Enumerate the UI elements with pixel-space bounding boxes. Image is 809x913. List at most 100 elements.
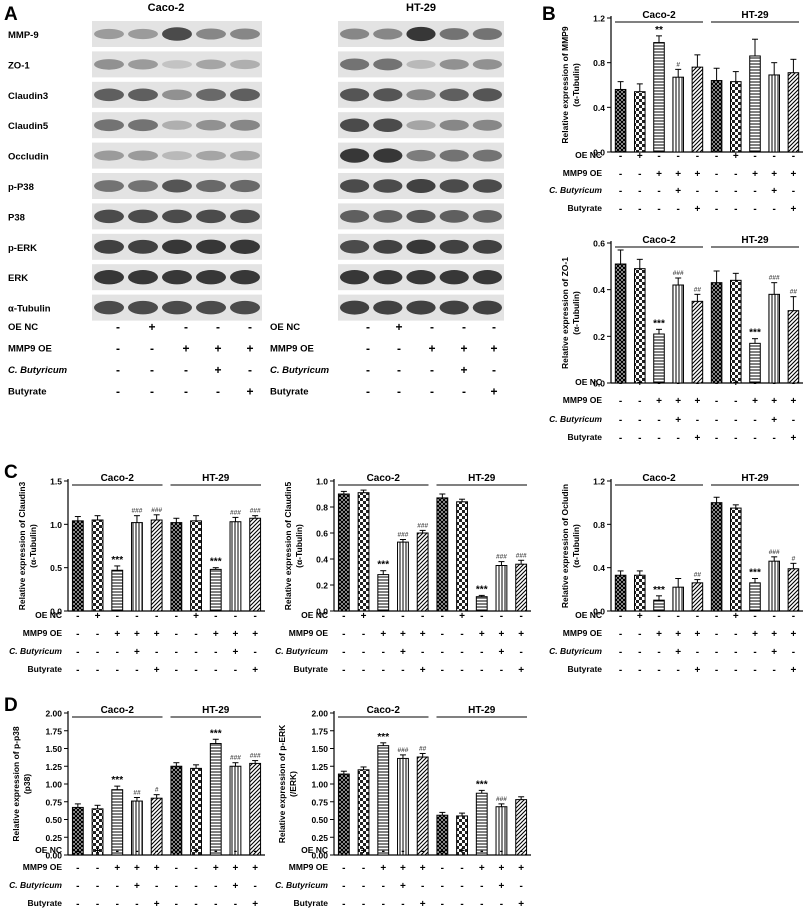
blot-band — [162, 239, 192, 254]
treatment-sign: - — [715, 629, 718, 640]
blot-band — [128, 300, 158, 315]
treatment-sign: + — [233, 863, 239, 874]
group-label: Caco-2 — [367, 473, 401, 484]
treatment-sign: + — [154, 899, 160, 910]
treatment-sign: - — [638, 433, 641, 444]
treatment-sign: - — [175, 665, 178, 676]
bar — [787, 72, 800, 153]
y-axis-label: Relative expression of p-p38 — [11, 726, 21, 842]
treatment-sign: - — [194, 647, 197, 658]
treatment-sign: + — [790, 396, 796, 407]
treatment-sign: - — [155, 647, 158, 658]
bar-chart-2: 0.0 0.2 0.4 0.6 Relative expression of ZO-1(… — [549, 235, 803, 444]
treatment-sign: - — [715, 169, 718, 180]
treatment-sign: - — [619, 378, 622, 389]
treatment-sign: - — [401, 611, 404, 622]
treatment-sign: + — [771, 647, 777, 658]
treatment-sign: - — [150, 342, 154, 356]
bar — [229, 765, 242, 856]
treatment-sign: + — [490, 342, 497, 356]
treatment-label: MMP9 OE — [23, 862, 63, 872]
blot-band — [472, 239, 503, 254]
blot-band — [472, 149, 503, 162]
y-tick-label: 0.8 — [593, 58, 605, 68]
treatment-sign: + — [771, 415, 777, 426]
treatment-sign: - — [677, 204, 680, 215]
bar — [337, 773, 350, 856]
treatment-sign: - — [194, 899, 197, 910]
y-tick-label: 0.00 — [45, 851, 62, 861]
blot-title-ht29: HT-29 — [406, 2, 436, 14]
blot-band — [339, 118, 370, 132]
y-tick-label: 0.0 — [593, 607, 605, 617]
bar-chart-5: 0.0 0.4 0.8 1.2 Relative expression of Oclud… — [549, 473, 803, 676]
treatment-label: MMP9 OE — [23, 628, 63, 638]
treatment-sign: - — [214, 899, 217, 910]
treatment-sign: - — [150, 363, 154, 377]
protein-label: p-P38 — [8, 182, 34, 193]
treatment-sign: + — [518, 665, 524, 676]
treatment-sign: - — [792, 378, 795, 389]
treatment-sign: + — [154, 665, 160, 676]
treatment-sign: + — [675, 415, 681, 426]
treatment-sign: - — [116, 647, 119, 658]
significance-label: *** — [210, 728, 222, 739]
treatment-sign: - — [715, 611, 718, 622]
significance-label: ### — [398, 532, 409, 539]
treatment-sign: - — [421, 647, 424, 658]
significance-label: *** — [653, 585, 665, 596]
treatment-sign: - — [734, 186, 737, 197]
blot-band — [373, 28, 403, 40]
blot-band — [162, 151, 192, 161]
treatment-sign: - — [382, 665, 385, 676]
blot-band — [373, 239, 403, 254]
y-axis-label: Relative expression of Claudin5 — [283, 481, 293, 610]
y-axis-label: Relative expression of p-ERK — [277, 724, 287, 843]
significance-label: ** — [655, 25, 663, 36]
bar — [209, 568, 222, 612]
treatment-sign: - — [135, 611, 138, 622]
treatment-sign: - — [480, 665, 483, 676]
treatment-sign: - — [638, 647, 641, 658]
y-tick-label: 1.0 — [50, 520, 62, 530]
treatment-sign: - — [773, 611, 776, 622]
treatment-sign: - — [76, 899, 79, 910]
treatment-label: Butyrate — [568, 664, 603, 674]
treatment-label: OE NC — [270, 322, 300, 333]
significance-label: ## — [133, 789, 141, 796]
blot-band — [339, 148, 370, 163]
bar — [634, 91, 646, 153]
treatment-sign: - — [480, 881, 483, 892]
treatment-sign: - — [753, 151, 756, 162]
treatment-sign: - — [116, 363, 120, 377]
bar — [787, 310, 800, 384]
treatment-sign: - — [734, 647, 737, 658]
protein-label: Occludin — [8, 152, 49, 163]
treatment-sign: - — [441, 881, 444, 892]
treatment-sign: - — [677, 378, 680, 389]
blot-band — [128, 150, 158, 161]
treatment-sign: - — [366, 363, 370, 377]
significance-label: ## — [419, 745, 427, 752]
y-tick-label: 0.25 — [45, 833, 62, 843]
treatment-sign: + — [420, 665, 426, 676]
treatment-sign: + — [459, 846, 465, 857]
blot-band — [128, 28, 158, 40]
treatment-sign: - — [734, 415, 737, 426]
treatment-sign: + — [790, 169, 796, 180]
treatment-sign: - — [135, 665, 138, 676]
blot-band — [406, 209, 436, 223]
blot-band — [94, 28, 124, 40]
treatment-sign: + — [752, 629, 758, 640]
treatment-sign: + — [154, 629, 160, 640]
treatment-sign: - — [715, 665, 718, 676]
treatment-sign: + — [252, 665, 258, 676]
blot-band — [472, 210, 503, 223]
treatment-sign: + — [134, 629, 140, 640]
blot-band — [128, 270, 158, 285]
treatment-sign: - — [696, 378, 699, 389]
significance-label: ## — [694, 286, 702, 293]
treatment-label: C. Butyricum — [8, 365, 68, 376]
blot-band — [439, 28, 469, 40]
treatment-sign: + — [518, 863, 524, 874]
